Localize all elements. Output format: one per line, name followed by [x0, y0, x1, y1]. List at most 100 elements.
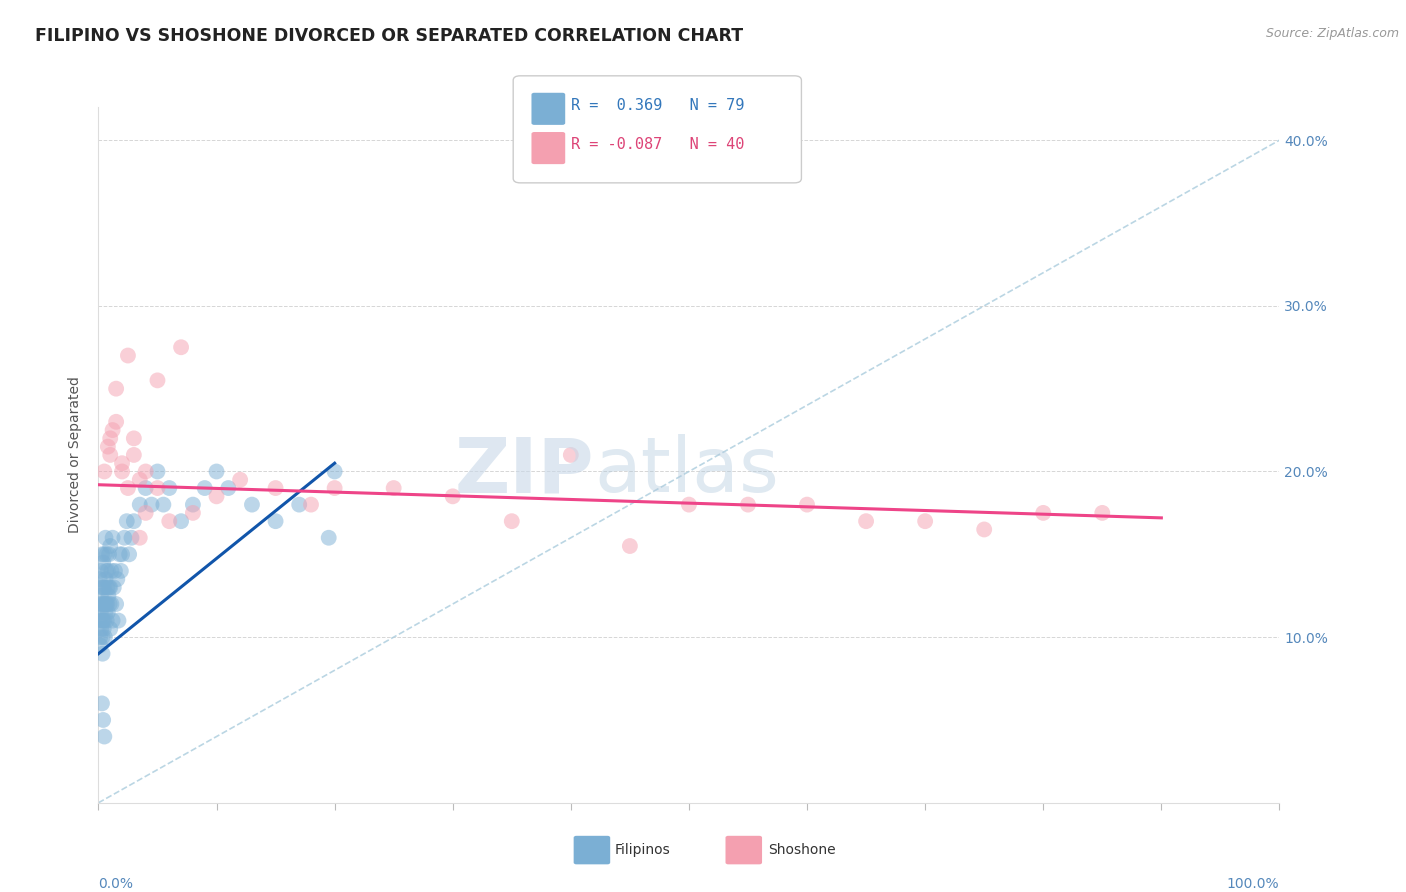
- Point: [152, 498, 174, 512]
- Point: [91, 630, 114, 644]
- Text: 0.0%: 0.0%: [98, 878, 134, 891]
- Text: R = -0.087   N = 40: R = -0.087 N = 40: [571, 137, 744, 152]
- Point: [98, 539, 121, 553]
- Point: [122, 514, 145, 528]
- Point: [103, 581, 125, 595]
- Point: [121, 531, 143, 545]
- Point: [111, 456, 134, 470]
- Point: [96, 614, 118, 628]
- Point: [855, 514, 877, 528]
- Point: [157, 481, 180, 495]
- Point: [91, 697, 114, 711]
- Point: [97, 605, 120, 619]
- Point: [737, 498, 759, 512]
- Text: Filipinos: Filipinos: [614, 843, 671, 857]
- Point: [115, 514, 138, 528]
- Point: [93, 622, 115, 636]
- Point: [91, 647, 114, 661]
- Point: [89, 630, 111, 644]
- Point: [117, 349, 139, 363]
- Point: [94, 564, 117, 578]
- Point: [619, 539, 641, 553]
- Point: [318, 531, 340, 545]
- Point: [107, 614, 129, 628]
- Text: atlas: atlas: [595, 434, 779, 508]
- Point: [796, 498, 818, 512]
- Point: [128, 498, 150, 512]
- Point: [264, 514, 287, 528]
- Point: [299, 498, 322, 512]
- Point: [90, 589, 112, 603]
- Point: [91, 581, 114, 595]
- Point: [93, 730, 115, 744]
- Point: [90, 581, 112, 595]
- Point: [105, 382, 128, 396]
- Point: [240, 498, 263, 512]
- Point: [89, 614, 111, 628]
- Point: [205, 489, 228, 503]
- Point: [181, 498, 204, 512]
- Point: [90, 564, 112, 578]
- Point: [1032, 506, 1054, 520]
- Point: [96, 547, 118, 561]
- Point: [98, 547, 121, 561]
- Point: [91, 614, 114, 628]
- Point: [100, 597, 122, 611]
- Point: [128, 473, 150, 487]
- Point: [101, 614, 124, 628]
- Text: FILIPINO VS SHOSHONE DIVORCED OR SEPARATED CORRELATION CHART: FILIPINO VS SHOSHONE DIVORCED OR SEPARAT…: [35, 27, 744, 45]
- Point: [97, 440, 120, 454]
- Point: [97, 564, 120, 578]
- Point: [146, 373, 169, 387]
- Point: [170, 514, 193, 528]
- Point: [217, 481, 239, 495]
- Point: [94, 597, 117, 611]
- Point: [117, 481, 139, 495]
- Point: [101, 423, 124, 437]
- Point: [146, 465, 169, 479]
- Point: [94, 531, 117, 545]
- Point: [91, 547, 114, 561]
- Point: [141, 498, 163, 512]
- Text: Source: ZipAtlas.com: Source: ZipAtlas.com: [1265, 27, 1399, 40]
- Point: [98, 622, 121, 636]
- Point: [973, 523, 995, 537]
- Point: [94, 597, 117, 611]
- Point: [94, 605, 117, 619]
- Point: [264, 481, 287, 495]
- Point: [323, 481, 346, 495]
- Point: [181, 506, 204, 520]
- Point: [678, 498, 700, 512]
- Point: [93, 547, 115, 561]
- Point: [146, 481, 169, 495]
- Point: [93, 614, 115, 628]
- Point: [91, 614, 114, 628]
- Point: [96, 581, 118, 595]
- Point: [89, 572, 111, 586]
- Point: [108, 547, 131, 561]
- Point: [288, 498, 311, 512]
- Point: [90, 605, 112, 619]
- Point: [157, 514, 180, 528]
- Point: [98, 431, 121, 445]
- Point: [104, 564, 127, 578]
- Point: [111, 547, 134, 561]
- Point: [98, 597, 121, 611]
- Point: [90, 622, 112, 636]
- Point: [98, 448, 121, 462]
- Point: [98, 581, 121, 595]
- Point: [135, 481, 157, 495]
- Point: [122, 431, 145, 445]
- Point: [229, 473, 252, 487]
- Point: [94, 572, 117, 586]
- Point: [112, 531, 135, 545]
- Point: [382, 481, 405, 495]
- Point: [93, 465, 115, 479]
- Point: [122, 448, 145, 462]
- Point: [170, 340, 193, 354]
- Point: [110, 564, 132, 578]
- Point: [94, 630, 117, 644]
- Text: R =  0.369   N = 79: R = 0.369 N = 79: [571, 98, 744, 112]
- Point: [105, 572, 128, 586]
- Point: [205, 465, 228, 479]
